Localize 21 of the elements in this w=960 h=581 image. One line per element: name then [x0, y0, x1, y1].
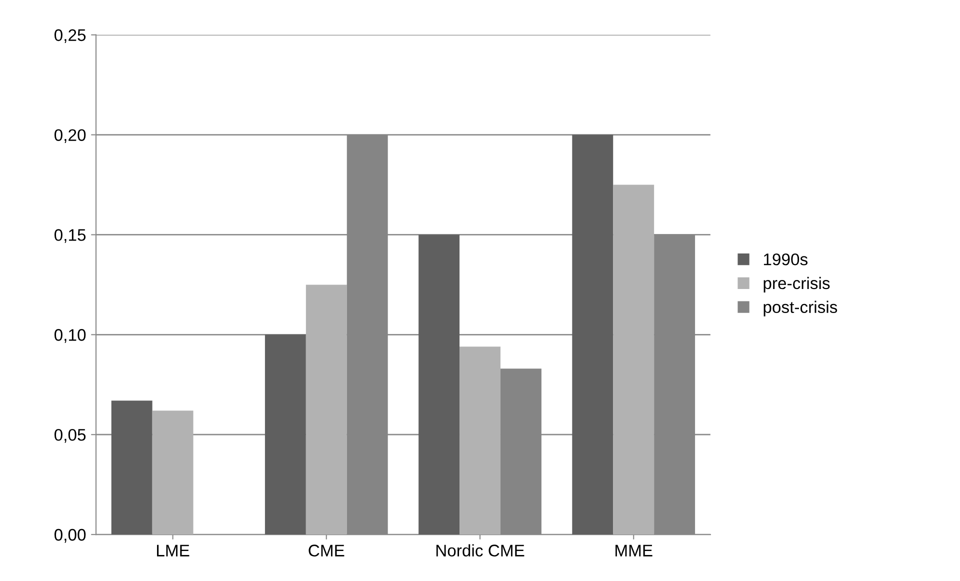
x-tick-label: MME — [616, 544, 652, 556]
y-tick-label: 0,15 — [54, 229, 86, 243]
y-tick-label: 0,00 — [54, 528, 86, 543]
y-tick-label: 0,25 — [54, 29, 86, 44]
x-tick-label: LME — [157, 544, 190, 556]
bar — [418, 234, 460, 535]
y-tick-label: 0,05 — [54, 428, 86, 443]
legend-label: pre-crisis — [764, 276, 830, 292]
bar — [572, 134, 614, 535]
x-tick-label: CME — [308, 544, 344, 556]
legend-label: post-crisis — [764, 300, 838, 316]
legend-label: 1990s — [764, 253, 808, 266]
y-tick-label: 0,10 — [54, 329, 86, 343]
bar — [152, 410, 194, 535]
bar — [264, 334, 306, 535]
bar — [613, 184, 654, 535]
bar — [460, 346, 500, 535]
x-tick-label: Nordic CME — [436, 544, 524, 556]
bar — [306, 284, 347, 535]
bar — [111, 400, 152, 535]
y-tick-label: 0,20 — [54, 129, 86, 143]
